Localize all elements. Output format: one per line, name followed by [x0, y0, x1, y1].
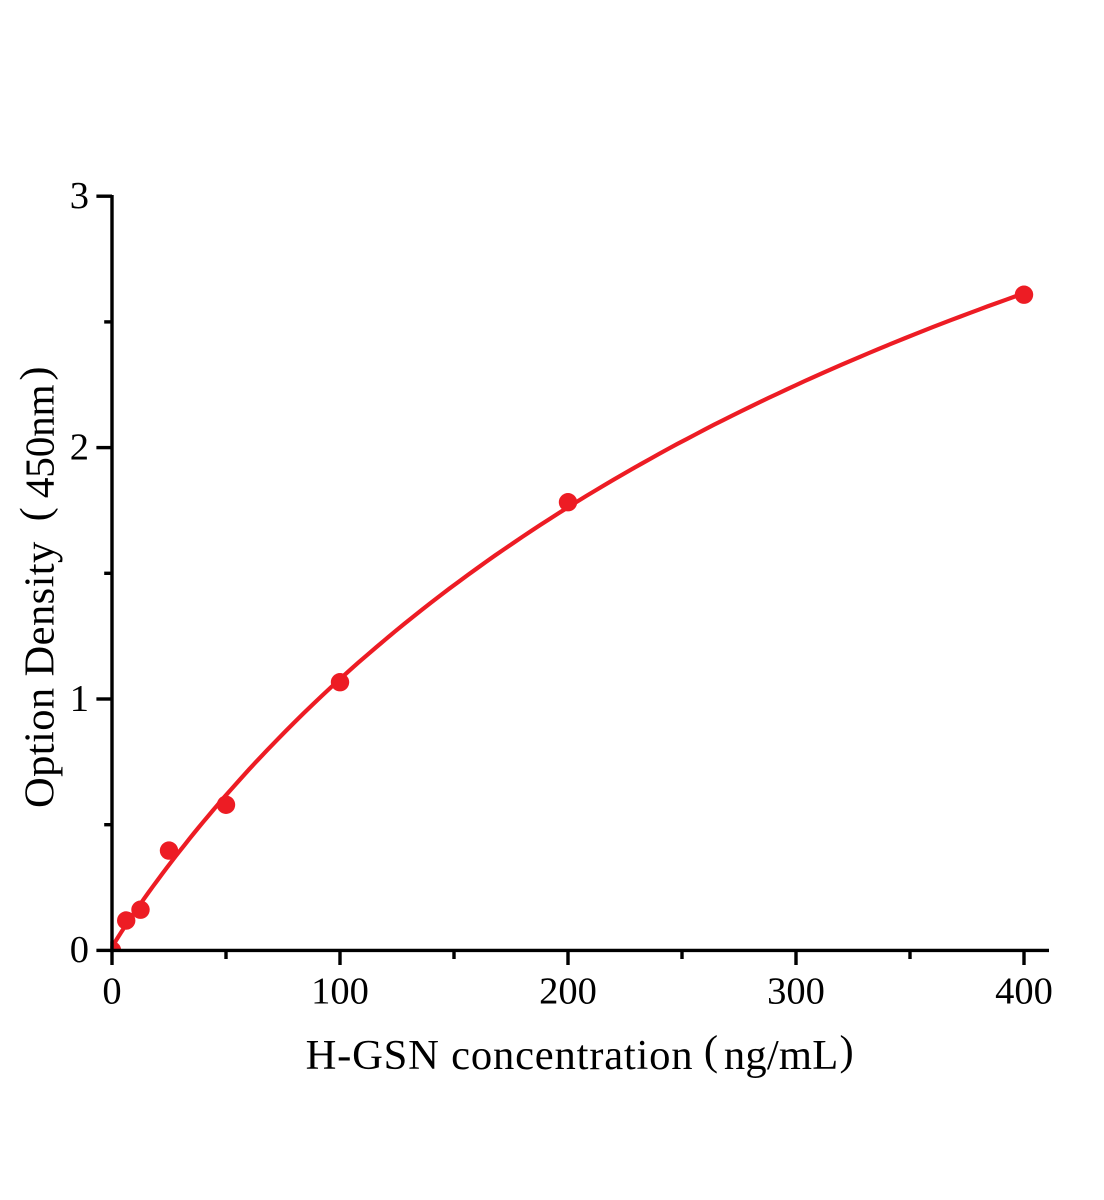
- svg-text:2: 2: [70, 426, 89, 468]
- svg-text:H-GSN concentration(ng/mL): H-GSN concentration(ng/mL): [306, 1028, 855, 1080]
- svg-text:Option Density(450nm): Option Density(450nm): [12, 366, 64, 808]
- svg-text:400: 400: [995, 970, 1053, 1012]
- svg-text:3: 3: [70, 175, 89, 217]
- svg-text:0: 0: [102, 970, 121, 1012]
- svg-text:100: 100: [311, 970, 369, 1012]
- svg-text:300: 300: [767, 970, 825, 1012]
- svg-text:0: 0: [70, 929, 89, 971]
- svg-text:200: 200: [539, 970, 597, 1012]
- svg-text:1: 1: [70, 678, 89, 720]
